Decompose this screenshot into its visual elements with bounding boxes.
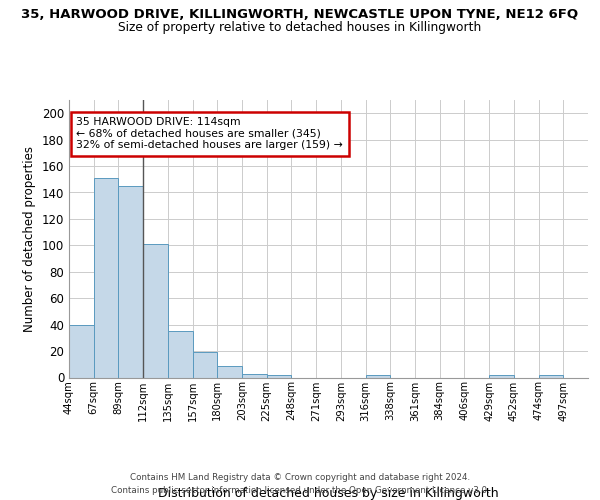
Text: 35 HARWOOD DRIVE: 114sqm
← 68% of detached houses are smaller (345)
32% of semi-: 35 HARWOOD DRIVE: 114sqm ← 68% of detach… [76, 117, 343, 150]
Text: Contains HM Land Registry data © Crown copyright and database right 2024.
Contai: Contains HM Land Registry data © Crown c… [110, 474, 490, 495]
Bar [168, 331, 193, 378]
Bar [539, 375, 563, 378]
Bar [94, 178, 118, 378]
Text: Size of property relative to detached houses in Killingworth: Size of property relative to detached ho… [118, 21, 482, 34]
Y-axis label: Number of detached properties: Number of detached properties [23, 146, 36, 332]
Bar [365, 375, 390, 378]
Bar [242, 374, 267, 378]
Bar [143, 244, 168, 378]
Bar [217, 366, 242, 378]
Bar [193, 352, 217, 378]
Text: 35, HARWOOD DRIVE, KILLINGWORTH, NEWCASTLE UPON TYNE, NE12 6FQ: 35, HARWOOD DRIVE, KILLINGWORTH, NEWCAST… [22, 8, 578, 20]
Bar [267, 375, 292, 378]
Bar [118, 186, 143, 378]
X-axis label: Distribution of detached houses by size in Killingworth: Distribution of detached houses by size … [158, 488, 499, 500]
Bar [69, 324, 94, 378]
Bar [489, 375, 514, 378]
